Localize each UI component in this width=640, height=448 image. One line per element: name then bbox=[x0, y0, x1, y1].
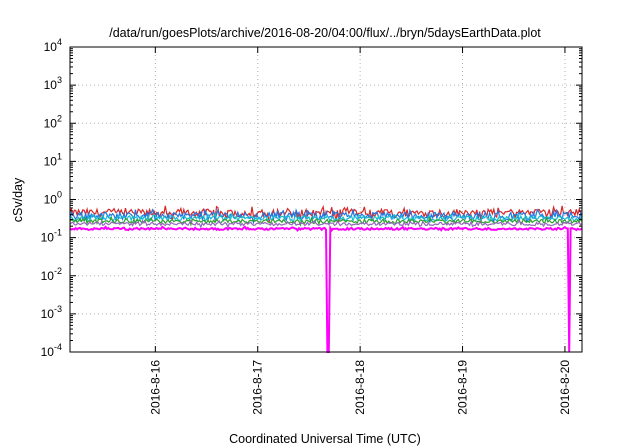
x-axis-label: Coordinated Universal Time (UTC) bbox=[229, 432, 421, 446]
y-tick-label: 10-2 bbox=[41, 266, 62, 283]
x-tick-label: 2016-8-16 bbox=[148, 360, 162, 415]
y-tick-label: 10-1 bbox=[41, 228, 62, 245]
series-line-5 bbox=[69, 219, 583, 229]
y-tick-label: 102 bbox=[44, 113, 62, 130]
x-tick-label: 2016-8-18 bbox=[353, 360, 367, 415]
x-tick-label: 2016-8-20 bbox=[558, 360, 572, 415]
x-tick-label: 2016-8-19 bbox=[456, 360, 470, 415]
series-line-2 bbox=[69, 208, 583, 225]
chart-title: /data/run/goesPlots/archive/2016-08-20/0… bbox=[109, 26, 541, 40]
y-tick-label: 100 bbox=[44, 190, 62, 207]
x-axis: 2016-8-16 2016-8-17 2016-8-18 2016-8-19 2016… bbox=[148, 47, 572, 415]
series-line-3 bbox=[69, 212, 583, 225]
y-tick-label: 10-3 bbox=[41, 304, 62, 321]
series-group bbox=[69, 204, 583, 353]
y-axis-label: cSv/day bbox=[11, 177, 25, 222]
y-tick-label: 104 bbox=[44, 37, 62, 54]
x-tick-label: 2016-8-17 bbox=[251, 360, 265, 415]
y-tick-label: 103 bbox=[44, 75, 62, 92]
y-tick-label: 101 bbox=[44, 151, 62, 168]
y-axis: 10-4 10-3 10-2 10-1 100 101 102 103 104 bbox=[41, 37, 582, 359]
series-line-6 bbox=[69, 224, 583, 353]
y-tick-label: 10-4 bbox=[41, 342, 62, 359]
